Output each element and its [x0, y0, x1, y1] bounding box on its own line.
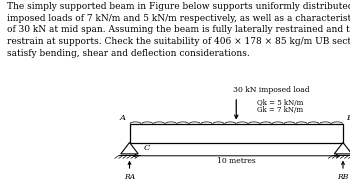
Text: 30 kN imposed load: 30 kN imposed load [233, 86, 309, 94]
Text: The simply supported beam in Figure below supports uniformly distributed charact: The simply supported beam in Figure belo… [7, 2, 350, 58]
Text: RA: RA [124, 173, 135, 181]
Text: Gk = 7 kN/m: Gk = 7 kN/m [257, 106, 303, 114]
Text: B: B [346, 114, 350, 122]
Text: 10 metres: 10 metres [217, 157, 256, 165]
Text: A: A [120, 114, 126, 122]
Text: C: C [144, 144, 150, 152]
Text: RB: RB [337, 173, 349, 181]
Text: Qk = 5 kN/m: Qk = 5 kN/m [257, 99, 304, 107]
